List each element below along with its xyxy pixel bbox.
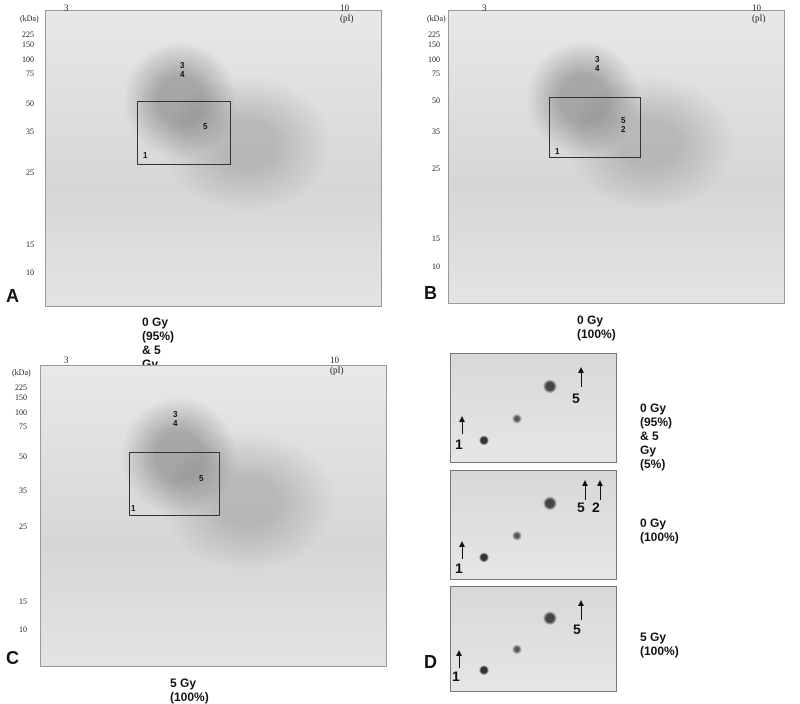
arrow-icon [459, 416, 465, 434]
ph-high-label: 10 (pI) [340, 3, 354, 23]
kda-label: (kDa) [427, 14, 446, 23]
mw-100: 100 [428, 55, 440, 64]
ph-high-label: 10 (pI) [330, 355, 344, 375]
mw-225: 225 [22, 30, 34, 39]
mw-75: 75 [19, 422, 27, 431]
zoom-image-1 [450, 353, 617, 463]
spot-label-1: 1 [143, 151, 148, 160]
kda-label: (kDa) [12, 368, 31, 377]
zoom-spot-label-1: 1 [452, 668, 460, 684]
mw-15: 15 [26, 240, 34, 249]
arrow-icon [456, 650, 462, 668]
mw-75: 75 [26, 69, 34, 78]
ph-low-label: 3 [482, 3, 487, 13]
arrow-icon [597, 480, 603, 500]
panel-letter: A [6, 286, 19, 306]
mw-35: 35 [26, 127, 34, 136]
mw-150: 150 [22, 40, 34, 49]
spot-label-1: 1 [131, 504, 136, 513]
mw-50: 50 [19, 452, 27, 461]
ph-low-label: 3 [64, 3, 69, 13]
ph-high-label: 10 (pI) [752, 3, 766, 23]
zoom-spot-label-5: 5 [573, 621, 581, 637]
mw-10: 10 [432, 262, 440, 271]
panel-letter: D [424, 652, 437, 672]
zoom-caption: 5 Gy (100%) [640, 630, 679, 658]
spot-label-5-2: 5 2 [621, 116, 626, 134]
zoom-caption: 0 Gy (100%) [640, 516, 679, 544]
mw-225: 225 [428, 30, 440, 39]
spot-label-1: 1 [555, 147, 560, 156]
zoom-spot-label-1: 1 [455, 436, 463, 452]
mw-25: 25 [432, 164, 440, 173]
mw-150: 150 [428, 40, 440, 49]
zoom-image-3 [450, 586, 617, 692]
zoom-spot-label-5: 5 [572, 390, 580, 406]
spot-label-5: 5 [203, 122, 208, 131]
zoom-caption: 0 Gy (95%) & 5 Gy (5%) [640, 401, 673, 471]
arrow-icon [582, 480, 588, 500]
panel-letter: C [6, 648, 19, 668]
mw-25: 25 [26, 168, 34, 177]
mw-50: 50 [26, 99, 34, 108]
mw-150: 150 [15, 393, 27, 402]
mw-10: 10 [19, 625, 27, 634]
zoom-spot-label-2: 2 [592, 499, 600, 515]
mw-100: 100 [15, 408, 27, 417]
spot-label-3-4: 3 4 [173, 410, 178, 428]
gel-image-a [45, 10, 382, 307]
spot-label-5: 5 [199, 474, 204, 483]
mw-100: 100 [22, 55, 34, 64]
spot-label-3-4: 3 4 [595, 55, 600, 73]
zoom-spot-label-5: 5 [577, 499, 585, 515]
zoom-region-box [549, 97, 641, 158]
mw-35: 35 [19, 486, 27, 495]
mw-50: 50 [432, 96, 440, 105]
panel-caption: 0 Gy (100%) [577, 313, 616, 341]
mw-225: 225 [15, 383, 27, 392]
mw-15: 15 [432, 234, 440, 243]
arrow-icon [459, 541, 465, 559]
spot-label-3-4: 3 4 [180, 61, 185, 79]
panel-letter: B [424, 283, 437, 303]
panel-caption: 5 Gy (100%) [170, 676, 209, 704]
mw-75: 75 [432, 69, 440, 78]
mw-10: 10 [26, 268, 34, 277]
arrow-icon [578, 367, 584, 387]
mw-15: 15 [19, 597, 27, 606]
zoom-region-box [137, 101, 231, 165]
zoom-image-2 [450, 470, 617, 580]
gel-image-c [40, 365, 387, 667]
zoom-spot-label-1: 1 [455, 560, 463, 576]
mw-25: 25 [19, 522, 27, 531]
mw-35: 35 [432, 127, 440, 136]
ph-low-label: 3 [64, 355, 69, 365]
arrow-icon [578, 600, 584, 620]
zoom-region-box [129, 452, 220, 516]
kda-label: (kDa) [20, 14, 39, 23]
